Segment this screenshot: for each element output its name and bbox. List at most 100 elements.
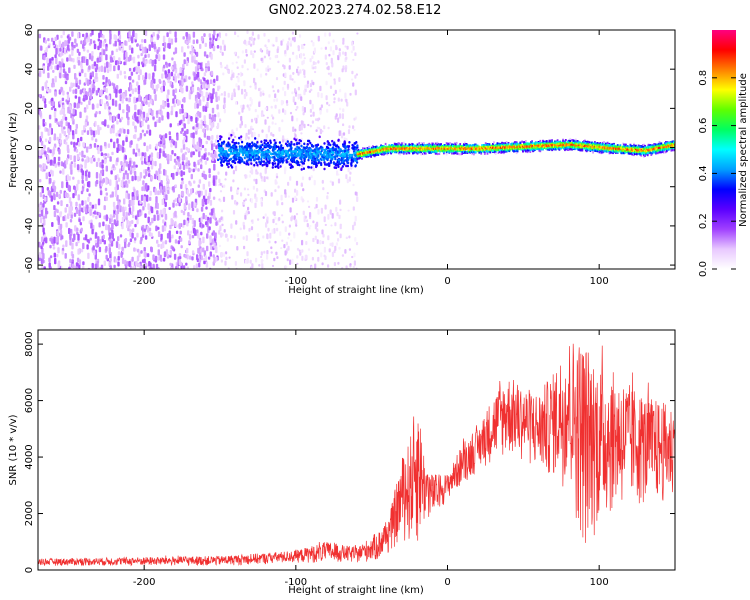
- spectrogram-cell: [190, 188, 193, 195]
- spectrogram-cell: [342, 41, 345, 45]
- spectrogram-cell: [157, 54, 160, 61]
- spectrogram-cell: [147, 101, 151, 107]
- spectrogram-cell: [98, 66, 102, 70]
- spectrogram-cell: [147, 53, 150, 58]
- spectrogram-cell: [413, 144, 416, 147]
- spectrogram-cell: [262, 235, 265, 239]
- spectrogram-cell: [113, 65, 116, 72]
- spectrogram-cell: [59, 52, 62, 58]
- spectrogram-cell: [344, 51, 347, 57]
- spectrogram-cell: [317, 35, 320, 42]
- spectrogram-cell: [147, 216, 150, 224]
- spectrogram-cell: [257, 151, 260, 154]
- spectrogram-cell: [168, 37, 171, 44]
- spectrogram-cell: [90, 129, 93, 136]
- spectrogram-cell: [86, 181, 90, 187]
- spectrogram-cell: [112, 213, 116, 218]
- spectrogram-cell: [78, 203, 82, 210]
- spectrogram-cell: [300, 124, 303, 131]
- spectrogram-cell: [204, 189, 208, 196]
- spectrogram-cell: [267, 68, 270, 72]
- spectrogram-cell: [268, 144, 271, 148]
- spectrogram-cell: [204, 42, 207, 47]
- spectrogram-cell: [144, 72, 148, 80]
- spectrogram-cell: [115, 132, 118, 137]
- spectrogram-cell: [54, 91, 57, 97]
- spectrogram-cell: [104, 62, 107, 67]
- spectrogram-cell: [303, 89, 306, 96]
- spectrogram-cell: [354, 164, 357, 167]
- spectrogram-cell: [76, 164, 80, 171]
- spectrogram-cell: [285, 160, 288, 164]
- spectrogram-cell: [92, 213, 95, 218]
- spectrogram-cell: [199, 147, 203, 151]
- spectrogram-cell: [179, 237, 183, 242]
- spectrogram-cell: [128, 203, 131, 208]
- spectrogram-cell: [339, 208, 342, 212]
- spectrogram-cell: [253, 63, 256, 69]
- spectrogram-cell: [120, 116, 124, 120]
- spectrogram-cell: [109, 127, 113, 134]
- spectrogram-cell: [283, 80, 286, 85]
- spectrogram-cell: [263, 163, 266, 166]
- spectrogram-cell: [222, 142, 225, 145]
- spectrogram-cell: [157, 243, 160, 248]
- spectrogram-cell: [197, 86, 200, 91]
- spectrogram-cell: [215, 256, 218, 262]
- spectrogram-cell: [182, 164, 186, 170]
- spectrogram-cell: [318, 127, 321, 130]
- spectrogram-cell: [325, 151, 328, 154]
- spectrogram-cell: [182, 63, 185, 69]
- spectrogram-cell: [48, 262, 51, 268]
- spectrogram-cell: [223, 45, 226, 51]
- spectrogram-cell: [297, 93, 300, 100]
- spectrogram-cell: [241, 140, 244, 144]
- spectrogram-cell: [432, 145, 435, 148]
- spectrogram-cell: [170, 266, 173, 269]
- spectrogram-cell: [225, 171, 228, 176]
- spectrogram-cell: [246, 188, 250, 191]
- spectrogram-cell: [134, 223, 137, 228]
- spectrogram-cell: [414, 147, 417, 151]
- spectrogram-cell: [120, 180, 124, 187]
- spectrogram-cell: [238, 111, 241, 115]
- spectrogram-cell: [429, 151, 432, 154]
- spectrogram-cell: [360, 153, 362, 156]
- spectrogram-cell: [124, 75, 127, 79]
- spectrogram-cell: [84, 72, 87, 78]
- spectrogram-cell: [211, 107, 215, 114]
- spectrogram-cell: [262, 92, 265, 96]
- spectrogram-cell: [332, 143, 335, 146]
- spectrogram-cell: [177, 73, 180, 79]
- spectrogram-cell: [296, 117, 299, 122]
- spectrogram-cell: [189, 182, 192, 187]
- spectrogram-cell: [105, 246, 108, 252]
- spectrogram-cell: [155, 54, 158, 59]
- spectrogram-cell: [291, 197, 295, 203]
- spectrogram-cell: [82, 98, 85, 102]
- spectrogram-cell: [87, 35, 90, 43]
- spectrogram-cell: [250, 198, 253, 204]
- spectrogram-cell: [316, 152, 319, 156]
- spectrogram-cell: [345, 164, 348, 168]
- spectrogram-cell: [38, 125, 41, 130]
- spectrogram-cell: [41, 247, 44, 255]
- spectrogram-cell: [109, 30, 112, 35]
- spectrogram-cell: [112, 55, 116, 61]
- spectrogram-cell: [46, 154, 50, 162]
- spectrogram-cell: [105, 254, 108, 260]
- spectrogram-cell: [124, 155, 127, 160]
- spectrogram-cell: [272, 133, 275, 137]
- spectrogram-cell: [97, 38, 100, 42]
- spectrogram-cell: [134, 175, 137, 181]
- spectrogram-cell: [145, 156, 149, 162]
- spectrogram-cell: [100, 183, 103, 187]
- spectrogram-cell: [307, 248, 311, 251]
- spectrogram-cell: [163, 185, 166, 193]
- spectrogram-cell: [212, 45, 216, 52]
- spectrogram-cell: [168, 236, 172, 243]
- spectrogram-cell: [167, 43, 170, 49]
- spectrogram-cell: [161, 73, 164, 79]
- spectrogram-cell: [117, 255, 120, 261]
- spectrogram-cell: [131, 192, 134, 197]
